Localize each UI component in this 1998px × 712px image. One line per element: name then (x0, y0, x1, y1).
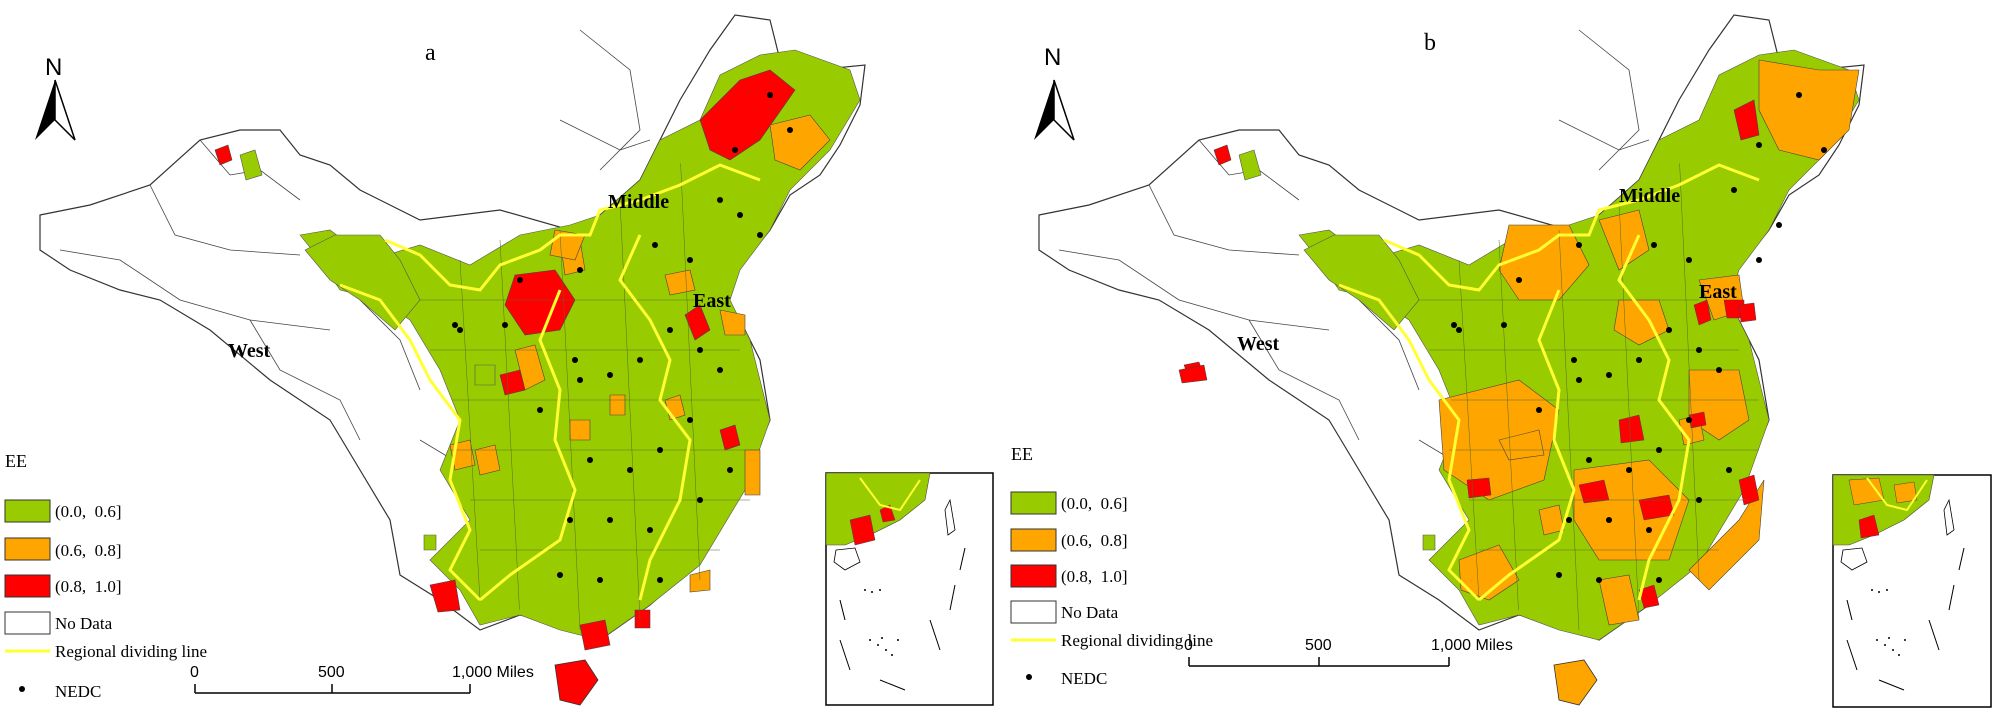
regional-dividing-line-east (1617, 234, 1691, 601)
legend-item-low: (0.0, 0.6] (1061, 494, 1128, 513)
region-label-east: East (693, 290, 731, 312)
region-label-west: West (228, 340, 271, 362)
province-lines (420, 149, 760, 631)
legend-item-high: (0.8, 1.0] (1061, 567, 1128, 586)
panel-label: a (425, 40, 436, 66)
region-label-middle: Middle (608, 191, 669, 213)
north-label: N (1044, 44, 1061, 71)
legend-point-label: NEDC (55, 682, 101, 701)
scale-tick-1000: 1,000 Miles (1431, 637, 1513, 654)
scale-tick-500: 500 (318, 664, 345, 681)
scale-bar-b (1188, 657, 1450, 667)
province-lines (1419, 149, 1759, 631)
regional-dividing-line-west (1478, 289, 1576, 602)
scale-tick-0: 0 (1184, 637, 1193, 654)
inset-south-china-sea-a (825, 472, 994, 706)
legend-line-label: Regional dividing line (55, 642, 207, 661)
region-label-middle: Middle (1619, 185, 1680, 207)
legend-item-mid: (0.6, 0.8] (1061, 531, 1128, 550)
legend-item-nodata: No Data (1061, 603, 1119, 622)
north-arrow (35, 79, 76, 141)
map-panel-a: a N Middle East West EE (0.0, 0.6] (0.6,… (4, 14, 994, 706)
regional-dividing-line-east (618, 234, 692, 601)
panel-label: b (1424, 30, 1436, 56)
west-province-lines (1058, 29, 1650, 521)
legend-title: EE (5, 451, 27, 471)
north-label: N (45, 54, 62, 81)
map-b: b N Middle East West EE (0.0, 0.6] (0.6,… (1010, 14, 1992, 708)
nedc-points (1451, 92, 1827, 583)
scale-tick-500: 500 (1305, 637, 1332, 654)
regional-dividing-line-sw (339, 283, 482, 602)
regional-dividing-line-middle-west (384, 163, 761, 292)
regional-dividing-line-middle-west (1383, 163, 1760, 292)
region-label-west: West (1237, 333, 1280, 355)
legend-item-mid: (0.6, 0.8] (55, 541, 122, 560)
inset-south-china-sea-b (1832, 474, 1992, 708)
map-panel-b: b N Middle East West EE (0.0, 0.6] (0.6,… (999, 0, 1998, 712)
legend-item-high: (0.8, 1.0] (55, 577, 122, 596)
regional-dividing-line-west (479, 289, 577, 602)
scale-tick-0: 0 (190, 664, 199, 681)
scale-tick-1000: 1,000 Miles (452, 664, 534, 681)
legend-a (4, 499, 51, 692)
region-label-east: East (1699, 281, 1737, 303)
legend-item-low: (0.0, 0.6] (55, 502, 122, 521)
north-arrow (1034, 79, 1075, 141)
legend-title: EE (1011, 444, 1033, 464)
legend-item-nodata: No Data (55, 614, 113, 633)
legend-line-label: Regional dividing line (1061, 631, 1213, 650)
regional-dividing-line-sw (1338, 283, 1481, 602)
nedc-points (452, 92, 793, 583)
legend-b (1010, 491, 1057, 680)
legend-point-label: NEDC (1061, 669, 1107, 688)
scale-bar-a (194, 684, 471, 694)
map-a: a N Middle East West EE (0.0, 0.6] (0.6,… (4, 14, 994, 706)
